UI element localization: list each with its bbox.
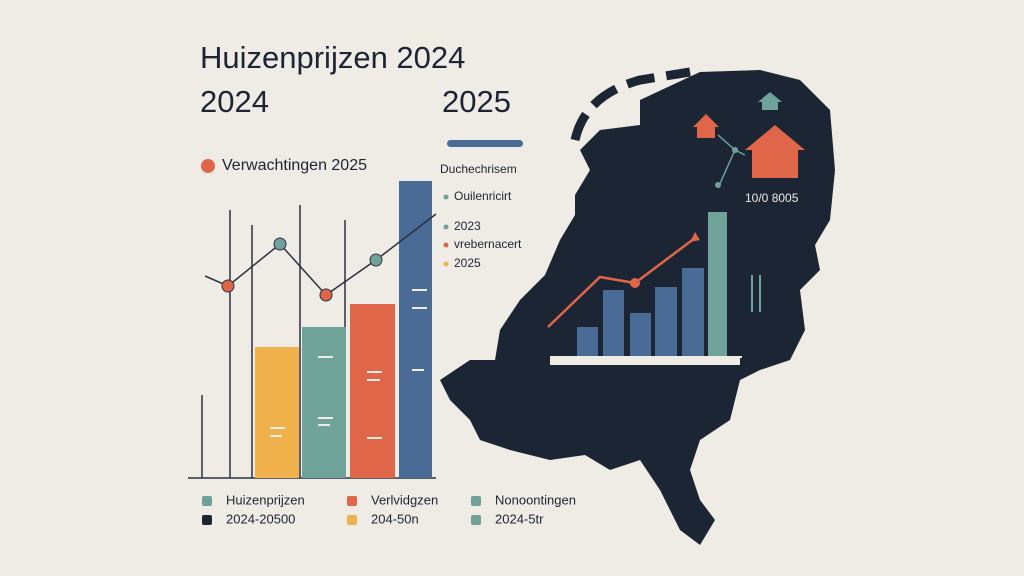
bottom-legend: Huizenprijzen Verlvidgzen Nonoontingen 2024… <box>202 492 576 526</box>
legend-swatch <box>202 515 212 525</box>
legend-dot <box>201 159 215 173</box>
title: Huizenprijzen 2024 <box>200 40 465 75</box>
map-label: 10/0 8005 <box>745 191 799 205</box>
side-label: 2023 <box>454 219 481 233</box>
side-label: 2025 <box>454 256 481 270</box>
map-shape <box>440 70 835 545</box>
side-dot <box>443 224 449 230</box>
side-heading: Duchechrisem <box>440 162 517 176</box>
legend-swatch <box>202 496 212 506</box>
side-dot <box>443 194 449 200</box>
title-left: 2024 <box>200 84 269 119</box>
map-bars <box>547 212 742 358</box>
legend-swatch <box>347 496 357 506</box>
legend-swatch <box>471 496 481 506</box>
side-dot <box>443 242 449 248</box>
left-bars <box>204 181 437 478</box>
coast-dash <box>570 67 691 142</box>
title-right: 2025 <box>442 84 511 119</box>
side-label: vrebernacert <box>454 237 522 251</box>
legend-label: 2024-20500 <box>226 511 295 526</box>
side-legend: Ouilenricirt 2023 vrebernacert 2025 <box>443 189 522 270</box>
legend-label: 2024-5tr <box>495 511 544 526</box>
map-band <box>550 357 740 365</box>
legend-swatch <box>347 515 357 525</box>
legend-label: Verlvidgzen <box>371 492 438 507</box>
side-label: Ouilenricirt <box>454 189 512 203</box>
legend-label: Huizenprijzen <box>226 492 305 507</box>
legend-label: Verwachtingen 2025 <box>222 157 367 174</box>
legend-swatch <box>471 515 481 525</box>
legend-label: Nonoontingen <box>495 492 576 507</box>
accent-bar <box>447 140 523 147</box>
side-dot <box>443 261 449 267</box>
legend-label: 204-50n <box>371 511 419 526</box>
houses <box>693 92 805 312</box>
